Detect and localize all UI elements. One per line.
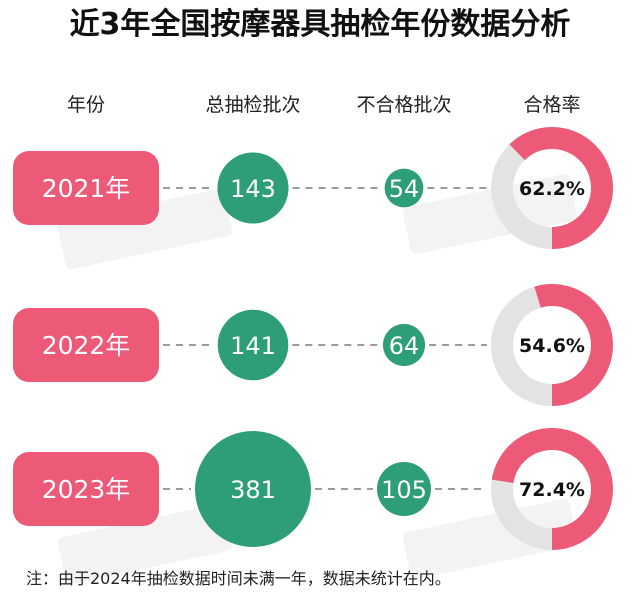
row-3: 2023年 381 105 72.4% [13, 428, 613, 550]
total-value: 141 [230, 332, 276, 360]
total-value: 381 [230, 476, 276, 504]
rate-ring-fill [491, 284, 613, 406]
year-label: 2021年 [42, 174, 131, 203]
total-bubble [217, 152, 289, 224]
total-bubble [217, 309, 289, 381]
watermark-mark [402, 173, 578, 255]
failed-value: 64 [389, 332, 420, 360]
rate-ring-fill [491, 127, 613, 249]
failed-bubble [382, 323, 426, 367]
footnote: 注：由于2024年抽检数据时间未满一年，数据未统计在内。 [26, 569, 451, 588]
year-pill [13, 452, 159, 526]
header-failed: 不合格批次 [356, 94, 451, 116]
year-label: 2023年 [42, 475, 131, 504]
failed-value: 105 [381, 476, 427, 504]
header-total: 总抽检批次 [205, 94, 300, 116]
rate-label: 54.6% [519, 335, 585, 357]
total-value: 143 [230, 175, 276, 203]
rate-label: 72.4% [519, 479, 585, 501]
data-rows: 2021年 143 54 62.2% 2022年 141 64 54.6% 2023年 381 10… [13, 127, 613, 550]
year-pill [13, 308, 159, 382]
watermark-mark [402, 498, 578, 580]
row-2: 2022年 141 64 54.6% [13, 284, 613, 406]
watermark-layer [57, 173, 578, 585]
watermark-mark [57, 188, 233, 270]
rate-ring-fill [491, 428, 613, 550]
failed-bubble [377, 462, 431, 516]
header-year: 年份 [67, 94, 105, 116]
chart-title: 近3年全国按摩器具抽检年份数据分析 [70, 7, 571, 42]
failed-bubble [384, 168, 424, 208]
rate-label: 62.2% [519, 178, 585, 200]
row-1: 2021年 143 54 62.2% [13, 127, 613, 249]
header-rate: 合格率 [523, 94, 580, 116]
year-pill [13, 151, 159, 225]
year-label: 2022年 [42, 331, 131, 360]
failed-value: 54 [389, 175, 420, 203]
watermark-mark [57, 503, 233, 585]
total-bubble [195, 431, 311, 547]
